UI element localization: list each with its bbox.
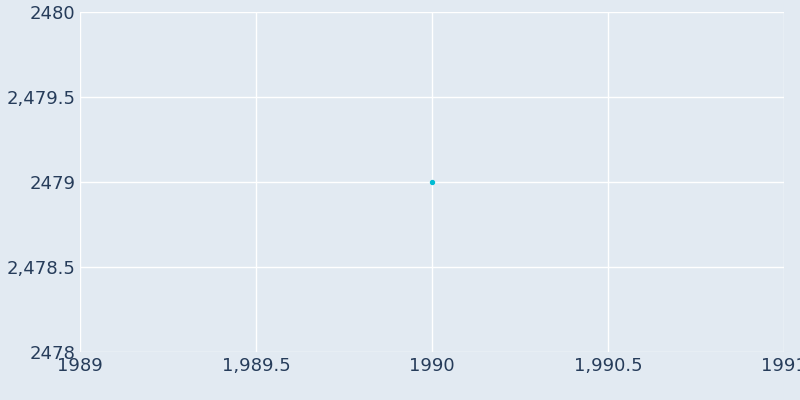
Point xyxy=(426,179,438,185)
